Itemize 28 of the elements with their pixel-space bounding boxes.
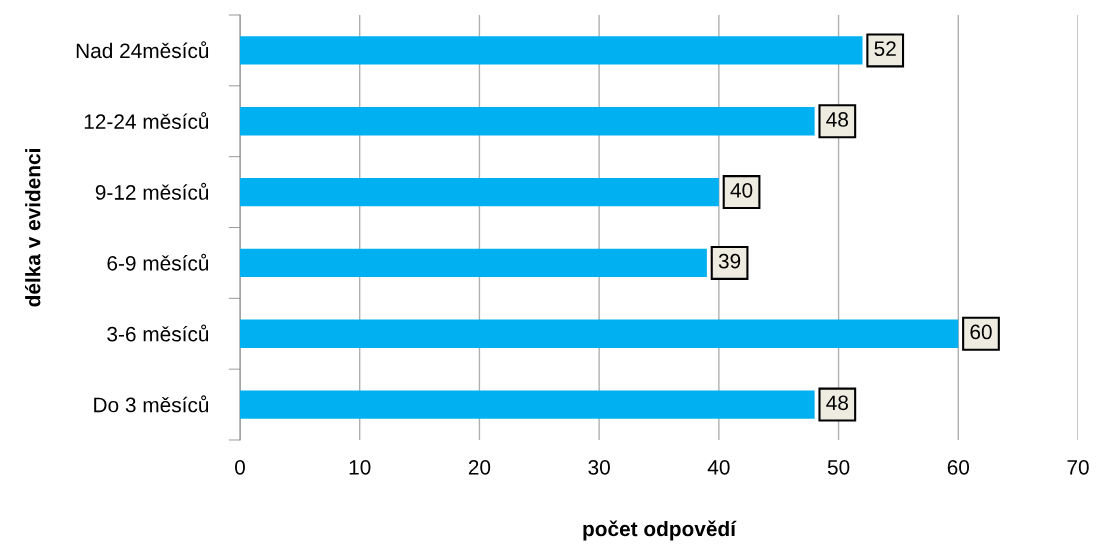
x-tick-label: 50 xyxy=(827,459,850,475)
x-tick-label: 20 xyxy=(468,459,491,475)
bar xyxy=(240,107,815,136)
y-tick-label: Nad 24měsíců xyxy=(76,41,209,59)
y-tick-label: 9-12 měsíců xyxy=(95,182,209,200)
x-tick-label: 70 xyxy=(1067,459,1089,475)
bar xyxy=(240,390,815,419)
bar xyxy=(240,36,863,65)
x-tick-label: 10 xyxy=(349,459,371,475)
data-label: 60 xyxy=(970,324,992,340)
y-axis-title: délka v evidenci xyxy=(24,149,41,307)
data-label: 52 xyxy=(874,41,896,57)
x-tick-label: 40 xyxy=(707,459,730,475)
x-tick-label: 0 xyxy=(235,459,245,475)
x-tick-label: 60 xyxy=(947,459,970,475)
data-label: 40 xyxy=(730,182,753,198)
y-tick-label: 6-9 měsíců xyxy=(107,253,209,271)
x-axis-title: počet odpovědí xyxy=(583,520,737,541)
y-tick-label: 12-24 měsíců xyxy=(84,112,209,129)
data-label: 48 xyxy=(826,112,849,127)
x-tick-label: 30 xyxy=(588,459,610,475)
bar xyxy=(240,319,959,348)
data-label: 39 xyxy=(718,253,741,269)
bar xyxy=(240,177,719,207)
y-tick-label: Do 3 měsíců xyxy=(94,395,209,413)
y-tick-label: 3-6 měsíců xyxy=(107,324,209,342)
bar xyxy=(240,248,707,278)
data-label: 48 xyxy=(826,395,849,411)
